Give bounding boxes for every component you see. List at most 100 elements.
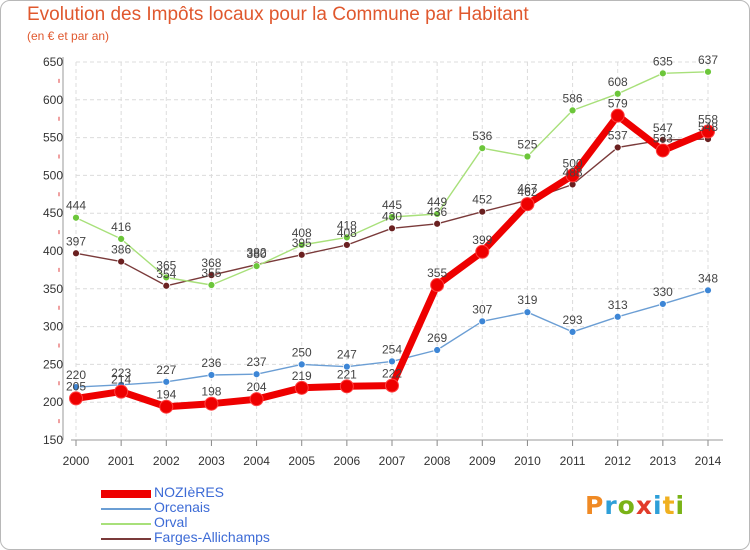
data-point	[342, 233, 351, 242]
data-point	[252, 370, 261, 379]
data-point	[520, 197, 535, 212]
legend-swatch	[101, 538, 151, 540]
y-tick-label: 450	[43, 206, 63, 220]
data-point	[568, 106, 577, 115]
data-point	[342, 362, 351, 371]
data-label: 462	[517, 185, 537, 199]
data-label: 205	[66, 379, 86, 393]
data-point	[613, 312, 622, 321]
data-label: 408	[292, 226, 312, 240]
data-label: 269	[427, 331, 447, 345]
data-point	[388, 213, 396, 221]
data-point	[294, 380, 309, 395]
data-label: 586	[563, 91, 583, 105]
data-label: 452	[472, 193, 492, 207]
data-label: 236	[201, 356, 221, 370]
data-point	[72, 213, 80, 222]
data-label: 416	[111, 220, 131, 234]
logo-letter: i	[653, 491, 663, 520]
data-labels: 205 214 194 198 204 219 221 222 355 399 462 500 579 5…	[66, 53, 718, 402]
data-label: 608	[608, 75, 628, 89]
y-tick-label: 500	[43, 168, 63, 182]
data-point	[704, 67, 712, 76]
x-tick-label: 2009	[469, 454, 496, 468]
data-point	[478, 207, 487, 216]
data-point	[655, 143, 670, 158]
legend-item: Orval	[101, 514, 361, 531]
data-label: 386	[111, 243, 131, 257]
logo-letter: i	[675, 491, 686, 520]
data-point	[613, 89, 622, 98]
data-label: 198	[201, 385, 221, 399]
data-point	[475, 244, 490, 259]
y-tick-label: 400	[43, 244, 63, 258]
data-point	[610, 108, 625, 123]
data-point	[252, 262, 261, 271]
series-lines	[69, 67, 715, 414]
data-point	[207, 371, 216, 379]
data-point	[433, 210, 442, 218]
data-label: 525	[517, 138, 537, 152]
data-label: 355	[201, 266, 221, 280]
proxiti-logo: Proxiti	[585, 491, 685, 520]
data-label: 237	[247, 355, 267, 369]
x-tick-label: 2003	[198, 454, 225, 468]
x-tick-label: 2011	[560, 454, 586, 468]
data-label: 204	[247, 380, 267, 394]
data-point	[162, 281, 171, 290]
data-label: 219	[292, 369, 312, 383]
data-label: 430	[382, 209, 402, 223]
data-point	[69, 391, 83, 406]
x-tick-label: 2010	[514, 454, 541, 468]
data-point	[658, 300, 667, 308]
data-label: 445	[382, 198, 402, 212]
data-label: 214	[111, 373, 131, 387]
data-point	[297, 360, 306, 369]
data-label: 533	[653, 131, 673, 145]
data-point	[478, 144, 487, 153]
data-point	[204, 396, 219, 411]
data-label: 399	[472, 233, 492, 247]
data-label: 467	[517, 181, 537, 195]
legend-label: NOZIèRES	[154, 484, 225, 500]
data-point	[388, 224, 396, 233]
data-point	[430, 278, 445, 293]
data-point	[339, 379, 354, 394]
x-tick-label: 2008	[424, 454, 451, 468]
x-tick-label: 2005	[288, 454, 315, 468]
data-point	[433, 219, 442, 228]
data-label: 547	[653, 121, 673, 135]
data-label: 449	[427, 195, 447, 209]
data-label: 250	[292, 345, 312, 359]
data-point	[72, 383, 80, 391]
y-tick-label: 300	[43, 320, 63, 334]
data-label: 227	[156, 363, 176, 377]
y-tick-label: 250	[43, 357, 63, 371]
x-tick-label: 2007	[379, 454, 406, 468]
data-point	[565, 168, 580, 183]
data-point	[162, 273, 171, 282]
chart-subtitle: (en € et par an)	[27, 29, 110, 43]
data-label: 579	[608, 97, 628, 111]
data-label: 637	[698, 53, 718, 67]
data-point	[433, 346, 442, 354]
data-label: 500	[563, 156, 583, 170]
data-point	[613, 143, 622, 152]
data-point	[72, 249, 80, 258]
data-label: 348	[698, 271, 718, 285]
legend-label: Orval	[154, 514, 188, 530]
data-label: 254	[382, 342, 402, 356]
x-tick-label: 2012	[604, 454, 631, 468]
legend-item: Orcenais	[101, 499, 361, 516]
data-point	[478, 317, 487, 326]
data-point	[658, 135, 667, 144]
data-label: 444	[66, 199, 86, 213]
data-label: 319	[517, 293, 537, 307]
data-label: 380	[247, 247, 267, 261]
data-label: 408	[337, 226, 357, 240]
axes: 150 200 250 300 350 400 450 500 550 600 650 2000 200…	[43, 55, 723, 468]
logo-letter: o	[617, 491, 636, 520]
x-tick-label: 2013	[650, 454, 677, 468]
data-point	[658, 69, 667, 78]
